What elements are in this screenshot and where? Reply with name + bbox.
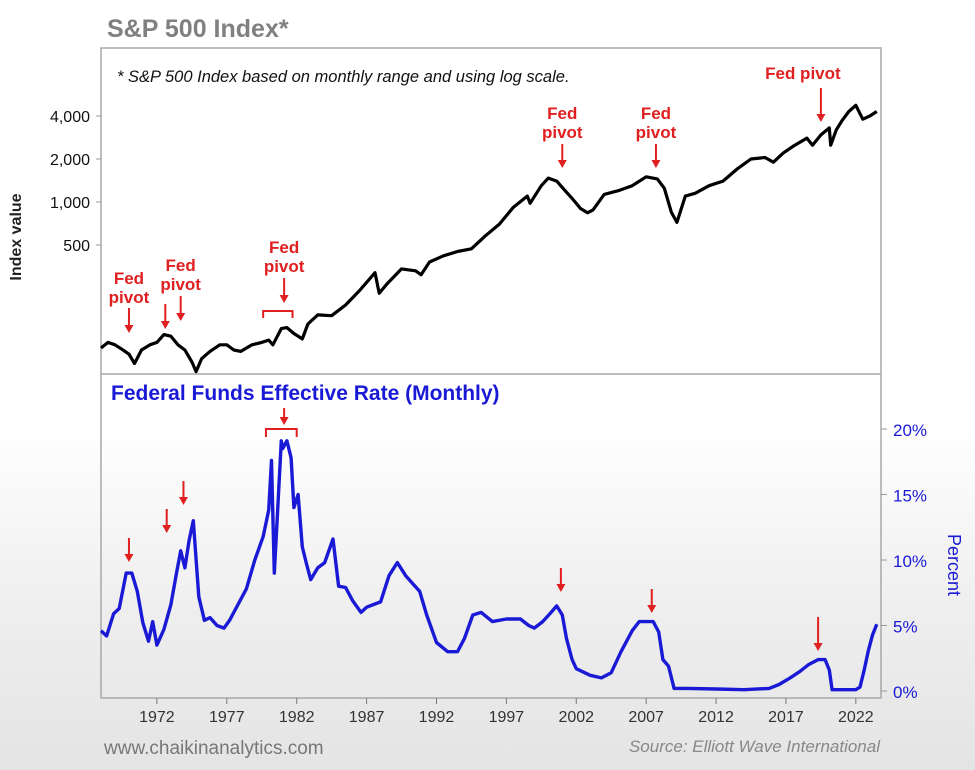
- pivot-label: Fed: [641, 104, 671, 123]
- pivot-label: pivot: [160, 275, 201, 294]
- x-tick-label: 1987: [349, 709, 385, 726]
- y-tick-label-right: 20%: [893, 421, 927, 440]
- footer-source-right: Source: Elliott Wave International: [629, 737, 881, 756]
- pivot-label: pivot: [109, 288, 150, 307]
- pivot-arrow-head: [557, 160, 567, 168]
- x-tick-label: 2022: [838, 709, 874, 726]
- footnote: * S&P 500 Index based on monthly range a…: [117, 68, 570, 86]
- y-tick-label-right: 15%: [893, 487, 927, 506]
- footer-source-left: www.chaikinanalytics.com: [103, 738, 324, 759]
- pivot-arrow-head: [124, 325, 134, 333]
- pivot-label: Fed: [166, 256, 196, 275]
- x-tick-label: 1997: [489, 709, 525, 726]
- pivot-bracket: [262, 310, 294, 318]
- y-tick-label-right: 5%: [893, 618, 918, 637]
- pivot-label: pivot: [636, 123, 677, 142]
- pivot-label: Fed: [114, 269, 144, 288]
- rate-pivot-arrow-head: [178, 497, 188, 505]
- chart-title: S&P 500 Index*: [107, 15, 289, 43]
- x-tick-label: 2007: [628, 709, 664, 726]
- pivot-label: Fed: [269, 238, 299, 257]
- pivot-label: Fed: [547, 104, 577, 123]
- x-tick-label: 1992: [419, 709, 455, 726]
- chart-marks: 500 1,000 2,000 4,000 0% 5% 10% 15% 20% 1972 1977 1…: [50, 64, 927, 726]
- pivot-arrow-head: [651, 160, 661, 168]
- rate-pivot-arrow-head: [162, 525, 172, 533]
- rate-pivot-arrow-head: [556, 584, 566, 592]
- y-tick-label-left: 4,000: [50, 109, 90, 126]
- y-axis-label-right: Percent: [944, 534, 964, 596]
- pivot-label: pivot: [264, 257, 305, 276]
- rate-pivot-arrow-head: [279, 417, 289, 425]
- fed-funds-line: [99, 439, 879, 692]
- x-tick-label: 1977: [209, 709, 245, 726]
- pivot-arrow-head: [279, 295, 289, 303]
- pivot-label: Fed pivot: [765, 64, 841, 83]
- plot-area: [100, 47, 882, 699]
- pivot-arrow-head: [176, 313, 186, 321]
- y-axis-label-left: Index value: [8, 193, 25, 280]
- pivot-label: pivot: [542, 123, 583, 142]
- x-tick-label: 1982: [279, 709, 315, 726]
- rate-pivot-arrow-head: [647, 605, 657, 613]
- lower-panel-title: Federal Funds Effective Rate (Monthly): [111, 382, 500, 405]
- y-tick-label-right: 10%: [893, 552, 927, 571]
- rate-pivot-bracket: [264, 428, 298, 437]
- x-tick-label: 2017: [768, 709, 804, 726]
- pivot-arrow-extra-head: [160, 321, 170, 329]
- rate-pivot-arrow-head: [124, 554, 134, 562]
- rate-pivot-arrow-head: [813, 643, 823, 651]
- y-tick-label-left: 2,000: [50, 152, 90, 169]
- y-tick-label-right: 0%: [893, 683, 918, 702]
- sp500-line: [100, 103, 878, 374]
- x-tick-label: 2012: [698, 709, 734, 726]
- y-tick-label-left: 1,000: [50, 195, 90, 212]
- pivot-arrow-head: [816, 114, 826, 122]
- y-tick-label-left: 500: [63, 238, 90, 255]
- x-tick-label: 2002: [558, 709, 594, 726]
- x-tick-label: 1972: [139, 709, 175, 726]
